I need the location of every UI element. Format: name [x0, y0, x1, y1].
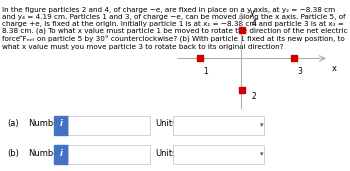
Text: In the figure particles 2 and 4, of charge −e, are fixed in place on a y axis, a: In the figure particles 2 and 4, of char…: [2, 7, 348, 50]
FancyBboxPatch shape: [173, 116, 264, 135]
Text: Units: Units: [156, 148, 177, 157]
Text: Number: Number: [28, 148, 62, 157]
FancyBboxPatch shape: [54, 145, 68, 164]
Text: 3: 3: [298, 67, 302, 76]
Text: Number: Number: [28, 119, 62, 128]
Text: ▾: ▾: [260, 151, 264, 157]
Text: 4: 4: [252, 19, 257, 28]
FancyBboxPatch shape: [54, 116, 68, 135]
Text: x: x: [332, 64, 337, 73]
Text: Units: Units: [156, 119, 177, 128]
Text: (a): (a): [7, 119, 19, 128]
Text: y: y: [250, 8, 254, 17]
Text: i: i: [60, 119, 62, 128]
Text: 2: 2: [252, 92, 257, 101]
Text: i: i: [60, 148, 62, 157]
FancyBboxPatch shape: [68, 116, 150, 135]
FancyBboxPatch shape: [68, 145, 150, 164]
Text: ▾: ▾: [260, 122, 264, 128]
Text: 1: 1: [203, 67, 208, 76]
Text: (b): (b): [7, 148, 19, 157]
FancyBboxPatch shape: [173, 145, 264, 164]
